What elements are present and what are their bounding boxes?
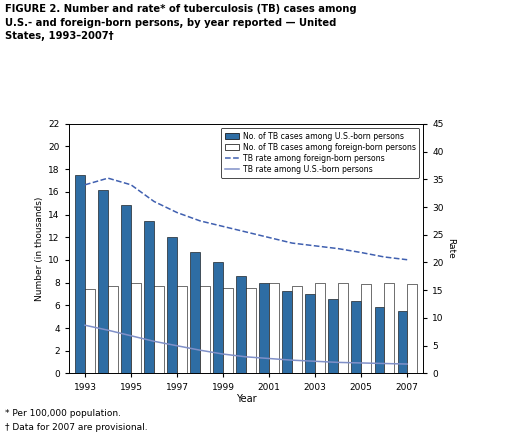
Y-axis label: Rate: Rate [445, 238, 454, 259]
Bar [351, 301, 360, 373]
Text: * Per 100,000 population.: * Per 100,000 population. [5, 409, 121, 418]
Bar [108, 286, 118, 373]
Text: † Data for 2007 are provisional.: † Data for 2007 are provisional. [5, 423, 148, 432]
Bar [98, 190, 108, 373]
Bar [75, 175, 85, 373]
Legend: No. of TB cases among U.S.-born persons, No. of TB cases among foreign-born pers: No. of TB cases among U.S.-born persons,… [220, 128, 418, 178]
Bar [315, 283, 324, 373]
Bar [360, 284, 370, 373]
Bar [236, 276, 245, 373]
Bar [190, 252, 200, 373]
Bar [213, 262, 222, 373]
Bar [154, 286, 163, 373]
Bar [121, 206, 131, 373]
Bar [269, 283, 278, 373]
Bar [282, 291, 292, 373]
Bar [374, 306, 383, 373]
Bar [383, 283, 393, 373]
Bar [305, 294, 315, 373]
Bar [85, 290, 95, 373]
Y-axis label: Number (in thousands): Number (in thousands) [35, 196, 44, 301]
Bar [131, 283, 140, 373]
Bar [177, 286, 186, 373]
Bar [259, 283, 269, 373]
Bar [167, 237, 177, 373]
Bar [222, 288, 232, 373]
Bar [397, 311, 406, 373]
Bar [200, 286, 209, 373]
Bar [144, 221, 154, 373]
X-axis label: Year: Year [235, 394, 256, 404]
Bar [406, 284, 416, 373]
Text: FIGURE 2. Number and rate* of tuberculosis (TB) cases among
U.S.- and foreign-bo: FIGURE 2. Number and rate* of tuberculos… [5, 4, 356, 41]
Bar [337, 283, 347, 373]
Bar [292, 286, 301, 373]
Bar [328, 298, 337, 373]
Bar [245, 288, 255, 373]
